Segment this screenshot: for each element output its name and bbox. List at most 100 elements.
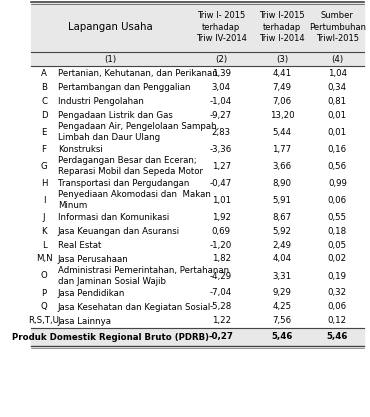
Text: Triw I- 2015
terhadap
Triw IV-2014: Triw I- 2015 terhadap Triw IV-2014: [196, 11, 246, 43]
Text: 9,29: 9,29: [273, 289, 292, 297]
Text: 1,39: 1,39: [212, 68, 231, 78]
Text: Transportasi dan Pergudangan: Transportasi dan Pergudangan: [58, 178, 189, 188]
Text: A: A: [41, 68, 47, 78]
Text: P: P: [41, 289, 47, 297]
Text: 5,44: 5,44: [272, 128, 292, 136]
Text: Administrasi Pemerintahan, Pertahanan
dan Jaminan Sosial Wajib: Administrasi Pemerintahan, Pertahanan da…: [58, 266, 229, 286]
Text: Pertanian, Kehutanan, dan Perikanan: Pertanian, Kehutanan, dan Perikanan: [58, 68, 218, 78]
Text: 0,99: 0,99: [328, 178, 347, 188]
Text: 13,20: 13,20: [270, 111, 294, 120]
Text: (4): (4): [331, 55, 343, 63]
Text: 0,18: 0,18: [328, 226, 347, 236]
Text: 7,56: 7,56: [272, 317, 292, 326]
Text: -5,28: -5,28: [210, 302, 232, 311]
Text: Jasa Lainnya: Jasa Lainnya: [58, 317, 112, 326]
Text: Industri Pengolahan: Industri Pengolahan: [58, 96, 144, 106]
Text: 4,04: 4,04: [272, 254, 292, 264]
Text: 7,49: 7,49: [272, 83, 292, 91]
Text: M,N: M,N: [36, 254, 53, 264]
Text: 0,16: 0,16: [328, 145, 347, 153]
Text: 1,22: 1,22: [212, 317, 231, 326]
Text: 3,31: 3,31: [272, 271, 292, 281]
Bar: [31, 328, 364, 346]
Text: -1,04: -1,04: [210, 96, 232, 106]
Text: 3,04: 3,04: [212, 83, 231, 91]
Text: G: G: [41, 161, 47, 171]
Text: 1,04: 1,04: [328, 68, 347, 78]
Text: Konstruksi: Konstruksi: [58, 145, 102, 153]
Text: 0,05: 0,05: [328, 241, 347, 249]
Text: Real Estat: Real Estat: [58, 241, 101, 249]
Text: 5,46: 5,46: [271, 332, 293, 342]
Text: 4,41: 4,41: [272, 68, 292, 78]
Text: 1,27: 1,27: [212, 161, 231, 171]
Text: Pengadaan Listrik dan Gas: Pengadaan Listrik dan Gas: [58, 111, 172, 120]
Text: 5,91: 5,91: [272, 196, 292, 204]
Text: Triw I-2015
terhadap
Triw I-2014: Triw I-2015 terhadap Triw I-2014: [259, 11, 305, 43]
Text: E: E: [41, 128, 47, 136]
Text: 1,82: 1,82: [212, 254, 231, 264]
Text: 8,90: 8,90: [272, 178, 292, 188]
Text: Jasa Perusahaan: Jasa Perusahaan: [58, 254, 128, 264]
Text: -0,27: -0,27: [209, 332, 233, 342]
Text: 5,46: 5,46: [327, 332, 348, 342]
Text: Sumber
Pertumbuhan
TriwI-2015: Sumber Pertumbuhan TriwI-2015: [309, 11, 366, 43]
Text: Penyediaan Akomodasi dan  Makan
Minum: Penyediaan Akomodasi dan Makan Minum: [58, 190, 211, 210]
Text: -1,20: -1,20: [210, 241, 232, 249]
Text: K: K: [41, 226, 47, 236]
Text: Pertambangan dan Penggalian: Pertambangan dan Penggalian: [58, 83, 190, 91]
Bar: [31, 2, 364, 52]
Text: Pengadaan Air, Pengelolaan Sampah,
Limbah dan Daur Ulang: Pengadaan Air, Pengelolaan Sampah, Limba…: [58, 122, 219, 142]
Text: H: H: [41, 178, 47, 188]
Text: 0,32: 0,32: [328, 289, 347, 297]
Text: 1,01: 1,01: [212, 196, 231, 204]
Text: 0,02: 0,02: [328, 254, 347, 264]
Text: D: D: [41, 111, 47, 120]
Text: 2,83: 2,83: [212, 128, 231, 136]
Text: I: I: [43, 196, 45, 204]
Text: Jasa Keuangan dan Asuransi: Jasa Keuangan dan Asuransi: [58, 226, 180, 236]
Text: 1,92: 1,92: [212, 213, 231, 221]
Text: 0,81: 0,81: [328, 96, 347, 106]
Text: 7,06: 7,06: [272, 96, 292, 106]
Text: -3,36: -3,36: [210, 145, 232, 153]
Text: Jasa Kesehatan dan Kegiatan Sosial: Jasa Kesehatan dan Kegiatan Sosial: [58, 302, 211, 311]
Text: Perdagangan Besar dan Eceran;
Reparasi Mobil dan Sepeda Motor: Perdagangan Besar dan Eceran; Reparasi M…: [58, 156, 203, 176]
Text: B: B: [41, 83, 47, 91]
Text: 4,25: 4,25: [272, 302, 292, 311]
Text: Q: Q: [41, 302, 47, 311]
Text: 3,66: 3,66: [272, 161, 292, 171]
Text: (3): (3): [276, 55, 288, 63]
Text: 0,06: 0,06: [328, 302, 347, 311]
Text: -0,47: -0,47: [210, 178, 232, 188]
Text: 5,92: 5,92: [272, 226, 292, 236]
Text: O: O: [41, 271, 47, 281]
Text: Produk Domestik Regional Bruto (PDRB): Produk Domestik Regional Bruto (PDRB): [12, 332, 209, 342]
Text: (1): (1): [104, 55, 117, 63]
Text: 0,34: 0,34: [328, 83, 347, 91]
Text: 0,69: 0,69: [212, 226, 231, 236]
Text: L: L: [42, 241, 46, 249]
Text: 0,01: 0,01: [328, 111, 347, 120]
Text: Jasa Pendidikan: Jasa Pendidikan: [58, 289, 125, 297]
Text: C: C: [41, 96, 47, 106]
Text: -4,29: -4,29: [210, 271, 232, 281]
Text: 0,01: 0,01: [328, 128, 347, 136]
Text: 0,12: 0,12: [328, 317, 347, 326]
Text: (2): (2): [215, 55, 227, 63]
Text: -9,27: -9,27: [210, 111, 232, 120]
Text: F: F: [41, 145, 47, 153]
Text: 0,06: 0,06: [328, 196, 347, 204]
Bar: [31, 52, 364, 66]
Text: 0,55: 0,55: [328, 213, 347, 221]
Text: 8,67: 8,67: [272, 213, 292, 221]
Text: 1,77: 1,77: [272, 145, 292, 153]
Text: 0,19: 0,19: [328, 271, 347, 281]
Text: -7,04: -7,04: [210, 289, 232, 297]
Text: J: J: [43, 213, 45, 221]
Text: 2,49: 2,49: [272, 241, 292, 249]
Text: 0,56: 0,56: [328, 161, 347, 171]
Text: Informasi dan Komunikasi: Informasi dan Komunikasi: [58, 213, 169, 221]
Text: Lapangan Usaha: Lapangan Usaha: [68, 22, 153, 32]
Text: R,S,T,U: R,S,T,U: [28, 317, 60, 326]
